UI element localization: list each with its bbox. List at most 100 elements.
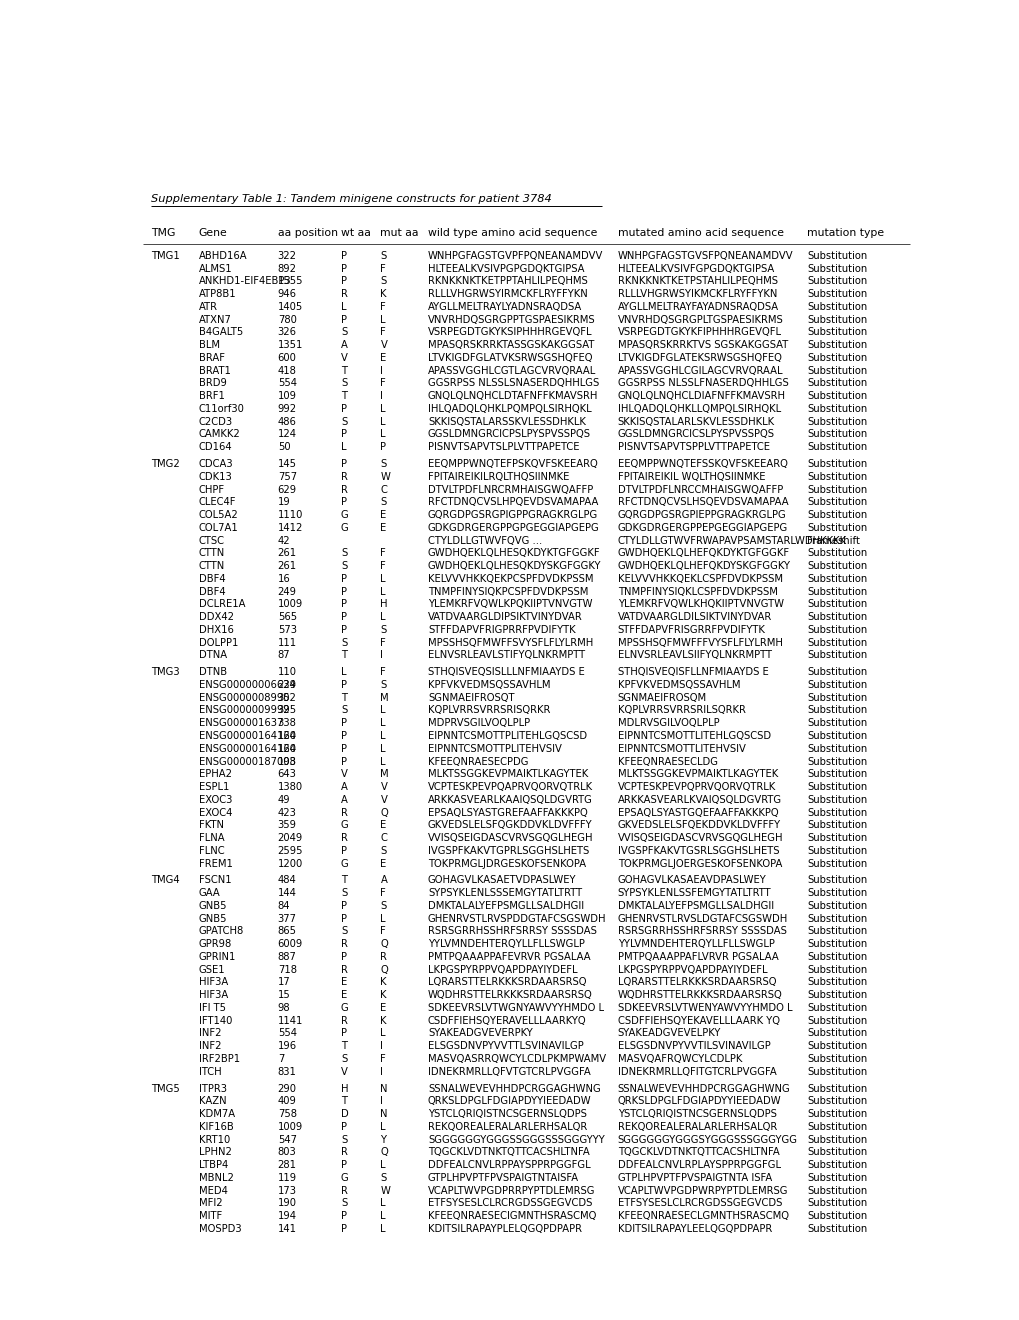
Text: L: L <box>380 429 385 440</box>
Text: APASSVGGHLCGTLAGCVRVQRAAL: APASSVGGHLCGTLAGCVRVQRAAL <box>428 366 595 376</box>
Text: B4GALT5: B4GALT5 <box>199 327 243 338</box>
Text: L: L <box>380 1210 385 1221</box>
Text: FPITAIREIKIL WQLTHQSIINMKE: FPITAIREIKIL WQLTHQSIINMKE <box>618 471 764 482</box>
Text: Gene: Gene <box>199 227 227 238</box>
Text: ENSG00000089902: ENSG00000089902 <box>199 693 296 702</box>
Text: SYAKEADGVEVELPKY: SYAKEADGVEVELPKY <box>618 1028 720 1039</box>
Text: Substitution: Substitution <box>807 352 867 363</box>
Text: L: L <box>380 612 385 622</box>
Text: L: L <box>380 404 385 414</box>
Text: REKQOREALERALARLERHSALQR: REKQOREALERALARLERHSALQR <box>428 1122 587 1131</box>
Text: DDFEALCNVLRPLAYSPPRPGGFGL: DDFEALCNVLRPLAYSPPRPGGFGL <box>618 1160 780 1170</box>
Text: 377: 377 <box>277 913 297 924</box>
Text: WQDHRSTTELRKKKSRDAARSRSQ: WQDHRSTTELRKKKSRDAARSRSQ <box>618 990 782 1001</box>
Text: Substitution: Substitution <box>807 680 867 690</box>
Text: CTTN: CTTN <box>199 548 224 558</box>
Text: 173: 173 <box>277 1185 297 1196</box>
Text: RKNKKNKTKETPPTAHLILPEQHMS: RKNKKNKTKETPPTAHLILPEQHMS <box>428 276 587 286</box>
Text: P: P <box>340 1160 346 1170</box>
Text: MDPRVSGILVOQLPLP: MDPRVSGILVOQLPLP <box>428 718 530 729</box>
Text: V: V <box>340 770 347 779</box>
Text: SKKISQSTALARSSKVLESSDHKLK: SKKISQSTALARSSKVLESSDHKLK <box>428 417 585 426</box>
Text: DMKTALALYEFPSMGLLSALDHGII: DMKTALALYEFPSMGLLSALDHGII <box>618 900 773 911</box>
Text: ELSGSDNVPYVVTILSVINAVILGP: ELSGSDNVPYVVTILSVINAVILGP <box>618 1041 769 1051</box>
Text: ABHD16A: ABHD16A <box>199 251 247 261</box>
Text: HLTEEALKVSIVFGPGDQKTGIPSA: HLTEEALKVSIVFGPGDQKTGIPSA <box>618 264 773 273</box>
Text: IVGSPFKAKVTGPRLSGGHSLHETS: IVGSPFKAKVTGPRLSGGHSLHETS <box>428 846 589 855</box>
Text: S: S <box>340 561 346 572</box>
Text: ELNVSRLEAVLSIIFYQLNKRMPTT: ELNVSRLEAVLSIIFYQLNKRMPTT <box>618 651 770 660</box>
Text: 124: 124 <box>277 429 297 440</box>
Text: 2595: 2595 <box>277 846 303 855</box>
Text: GWDHQEKLQLHEFQKDYSKGFGGKY: GWDHQEKLQLHEFQKDYSKGFGGKY <box>618 561 790 572</box>
Text: TMG3: TMG3 <box>151 667 179 677</box>
Text: GPATCH8: GPATCH8 <box>199 927 244 936</box>
Text: TNMPFINYSIQKPCSPFDVDKPSSM: TNMPFINYSIQKPCSPFDVDKPSSM <box>428 586 588 597</box>
Text: Substitution: Substitution <box>807 366 867 376</box>
Text: G: G <box>340 820 348 830</box>
Text: R: R <box>340 939 347 949</box>
Text: 1380: 1380 <box>277 781 303 792</box>
Text: G: G <box>340 523 348 533</box>
Text: W: W <box>380 1185 390 1196</box>
Text: T: T <box>340 693 346 702</box>
Text: PMTPQAAAPPAFEVRVR PGSALAA: PMTPQAAAPPAFEVRVR PGSALAA <box>428 952 590 962</box>
Text: R: R <box>340 289 347 300</box>
Text: GWDHQEKLQLHESQKDYKTGFGGKF: GWDHQEKLQLHESQKDYKTGFGGKF <box>428 548 600 558</box>
Text: Q: Q <box>380 1147 388 1158</box>
Text: FKTN: FKTN <box>199 820 223 830</box>
Text: S: S <box>380 846 386 855</box>
Text: Substitution: Substitution <box>807 510 867 520</box>
Text: Substitution: Substitution <box>807 586 867 597</box>
Text: Substitution: Substitution <box>807 289 867 300</box>
Text: GDKGDRGERGPPEPGEGGIAPGEPG: GDKGDRGERGPPEPGEGGIAPGEPG <box>618 523 787 533</box>
Text: G: G <box>340 858 348 869</box>
Text: F: F <box>380 888 386 898</box>
Text: SYPSYKLENLSSSEMGYTATLTRTT: SYPSYKLENLSSSEMGYTATLTRTT <box>428 888 582 898</box>
Text: Substitution: Substitution <box>807 939 867 949</box>
Text: IDNEKRMRLLQFITGTCRLPVGGFA: IDNEKRMRLLQFITGTCRLPVGGFA <box>618 1067 775 1077</box>
Text: 757: 757 <box>277 471 297 482</box>
Text: FPITAIREIKILRQLTHQSIINMKE: FPITAIREIKILRQLTHQSIINMKE <box>428 471 569 482</box>
Text: P: P <box>340 574 346 583</box>
Text: 50: 50 <box>277 442 290 453</box>
Text: 32: 32 <box>277 705 290 715</box>
Text: S: S <box>380 498 386 507</box>
Text: ESPL1: ESPL1 <box>199 781 229 792</box>
Text: 249: 249 <box>277 586 297 597</box>
Text: STHQISVEQISFLLNFMIAAYDS E: STHQISVEQISFLLNFMIAAYDS E <box>618 667 767 677</box>
Text: LQRARSTTELRKKKSRDAARSRSQ: LQRARSTTELRKKKSRDAARSRSQ <box>428 977 586 987</box>
Text: ATP8B1: ATP8B1 <box>199 289 236 300</box>
Text: CDK13: CDK13 <box>199 471 232 482</box>
Text: 887: 887 <box>277 952 297 962</box>
Text: F: F <box>380 302 386 312</box>
Text: R: R <box>340 1185 347 1196</box>
Text: GWDHQEKLQLHESQKDYSKGFGGKY: GWDHQEKLQLHESQKDYSKGFGGKY <box>428 561 601 572</box>
Text: 17: 17 <box>277 977 290 987</box>
Text: Substitution: Substitution <box>807 548 867 558</box>
Text: 49: 49 <box>277 795 290 805</box>
Text: 780: 780 <box>277 314 297 325</box>
Text: 600: 600 <box>277 352 297 363</box>
Text: GPRIN1: GPRIN1 <box>199 952 235 962</box>
Text: 1412: 1412 <box>277 523 303 533</box>
Text: mutation type: mutation type <box>807 227 883 238</box>
Text: TQGCKLVDTNKTQTTCACSHLTNFA: TQGCKLVDTNKTQTTCACSHLTNFA <box>428 1147 589 1158</box>
Text: EPSAQLSYASTGQEFAAFFAKKKPQ: EPSAQLSYASTGQEFAAFFAKKKPQ <box>618 808 777 817</box>
Text: DTVLTPDFLNRCRMHAISGWQAFFP: DTVLTPDFLNRCRMHAISGWQAFFP <box>428 484 593 495</box>
Text: KIF16B: KIF16B <box>199 1122 233 1131</box>
Text: A: A <box>380 875 387 886</box>
Text: 145: 145 <box>277 459 297 469</box>
Text: Substitution: Substitution <box>807 251 867 261</box>
Text: DTNA: DTNA <box>199 651 226 660</box>
Text: T: T <box>340 366 346 376</box>
Text: TMG1: TMG1 <box>151 251 179 261</box>
Text: WNHPGFAGSTGVSFPQNEANAMDVV: WNHPGFAGSTGVSFPQNEANAMDVV <box>618 251 793 261</box>
Text: GNB5: GNB5 <box>199 900 227 911</box>
Text: MLKTSSGGKEVPMAIKTLKAGYTEK: MLKTSSGGKEVPMAIKTLKAGYTEK <box>428 770 588 779</box>
Text: YYLVMNDEHTERQYLLFLLSWGLP: YYLVMNDEHTERQYLLFLLSWGLP <box>618 939 773 949</box>
Text: SGGGGGGYGGGSSGGGSSSGGGYYY: SGGGGGGYGGGSSGGGSSSGGGYYY <box>428 1135 604 1144</box>
Text: 16: 16 <box>277 574 290 583</box>
Text: P: P <box>340 251 346 261</box>
Text: DDFEALCNVLRPPAYSPPRPGGFGL: DDFEALCNVLRPPAYSPPRPGGFGL <box>428 1160 590 1170</box>
